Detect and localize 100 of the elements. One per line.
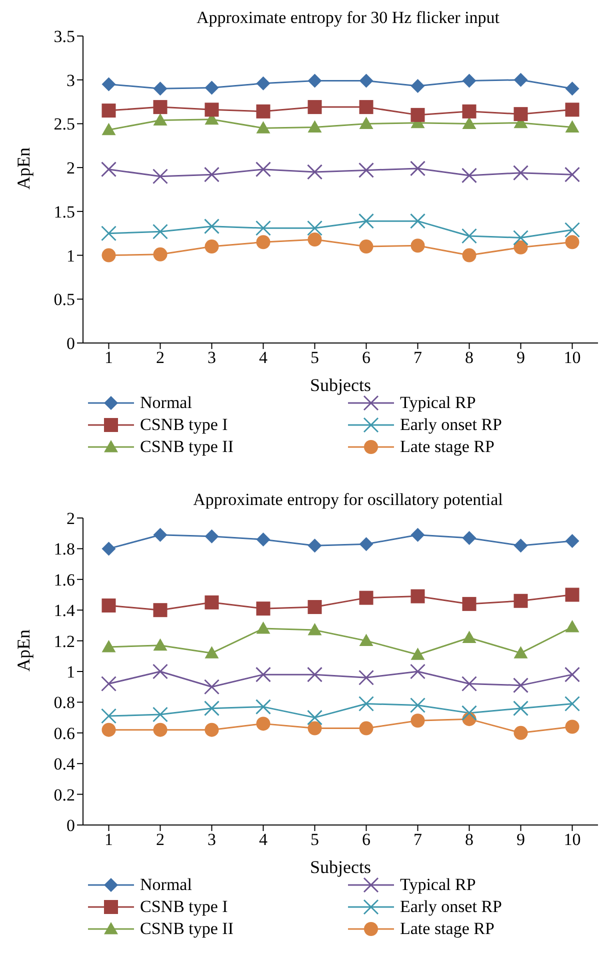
point bbox=[565, 82, 580, 96]
x-tick-label: 8 bbox=[465, 348, 474, 368]
point bbox=[410, 108, 425, 122]
point bbox=[308, 120, 322, 132]
point bbox=[101, 226, 116, 242]
point bbox=[410, 589, 425, 604]
point bbox=[308, 74, 322, 88]
x-tick-label: 4 bbox=[259, 830, 268, 850]
point bbox=[565, 620, 580, 632]
point bbox=[153, 247, 168, 262]
point bbox=[462, 168, 477, 184]
point bbox=[308, 623, 322, 636]
y-tick-label: 2.5 bbox=[54, 114, 75, 134]
x-tick-label: 9 bbox=[516, 348, 525, 368]
legend-label: Early onset RP bbox=[400, 897, 502, 917]
point bbox=[565, 588, 580, 602]
point bbox=[204, 80, 219, 95]
point bbox=[102, 77, 116, 92]
point bbox=[153, 82, 168, 96]
x-tick-label: 10 bbox=[564, 348, 581, 368]
y-tick-label: 0 bbox=[66, 334, 75, 354]
point bbox=[256, 602, 270, 616]
point bbox=[410, 664, 426, 680]
point bbox=[256, 220, 271, 236]
x-tick-label: 1 bbox=[104, 830, 113, 850]
point bbox=[204, 102, 219, 117]
point bbox=[204, 166, 220, 182]
x-tick-label: 8 bbox=[465, 830, 474, 850]
point bbox=[204, 240, 219, 254]
point bbox=[514, 72, 528, 87]
point bbox=[462, 116, 476, 129]
point bbox=[410, 714, 425, 728]
point bbox=[256, 666, 271, 682]
x-tick-label: 5 bbox=[310, 830, 319, 850]
point bbox=[565, 102, 580, 117]
x-tick-label: 7 bbox=[414, 348, 422, 368]
point bbox=[564, 222, 580, 238]
point bbox=[358, 670, 374, 686]
point bbox=[514, 240, 528, 254]
point bbox=[513, 678, 528, 694]
point bbox=[565, 720, 580, 734]
point bbox=[565, 120, 580, 132]
x-tick-label: 6 bbox=[362, 830, 370, 850]
point bbox=[152, 168, 168, 184]
y-tick-label: 2 bbox=[66, 509, 75, 528]
x-tick-label: 2 bbox=[156, 830, 164, 850]
x-axis-title: Subjects bbox=[310, 857, 371, 877]
x-tick-label: 4 bbox=[259, 348, 268, 368]
point bbox=[358, 213, 374, 229]
point bbox=[514, 538, 528, 553]
point bbox=[101, 162, 116, 178]
y-tick-label: 2 bbox=[66, 158, 75, 178]
y-axis-title: ApEn bbox=[13, 148, 34, 190]
point bbox=[462, 74, 476, 88]
point bbox=[256, 622, 270, 634]
point bbox=[462, 248, 476, 262]
x-tick-label: 1 bbox=[104, 348, 113, 368]
point bbox=[308, 100, 322, 114]
point bbox=[308, 232, 322, 246]
point bbox=[256, 235, 270, 250]
point bbox=[256, 162, 271, 178]
y-tick-label: 0.6 bbox=[54, 724, 75, 743]
point bbox=[102, 598, 116, 612]
y-tick-label: 3.5 bbox=[54, 27, 75, 46]
chart-title: Approximate entropy for oscillatory potential bbox=[192, 490, 504, 510]
point bbox=[152, 706, 168, 722]
y-tick-label: 0.4 bbox=[54, 754, 76, 774]
point bbox=[359, 240, 374, 254]
point bbox=[410, 160, 426, 176]
legend-label: CSNB type II bbox=[140, 437, 234, 457]
point bbox=[410, 78, 425, 93]
point bbox=[256, 76, 270, 90]
y-tick-label: 1.4 bbox=[54, 601, 76, 620]
y-tick-label: 1.5 bbox=[54, 202, 75, 222]
legend-label: Typical RP bbox=[400, 875, 476, 895]
point bbox=[462, 104, 476, 118]
legend-label: Early onset RP bbox=[400, 415, 502, 435]
point bbox=[564, 166, 580, 182]
point bbox=[204, 218, 220, 234]
point bbox=[564, 666, 580, 682]
point bbox=[204, 700, 220, 716]
point bbox=[565, 235, 580, 250]
point bbox=[308, 600, 322, 614]
point bbox=[564, 696, 580, 712]
point bbox=[462, 676, 477, 692]
y-tick-label: 1.8 bbox=[54, 540, 75, 559]
point bbox=[410, 698, 426, 714]
point bbox=[153, 113, 168, 126]
point bbox=[308, 538, 322, 553]
point bbox=[359, 116, 374, 129]
point bbox=[307, 710, 322, 726]
x-tick-label: 3 bbox=[208, 830, 216, 850]
point bbox=[102, 104, 116, 118]
point bbox=[410, 528, 425, 542]
y-tick-label: 1.2 bbox=[54, 632, 75, 651]
point bbox=[359, 74, 374, 88]
point bbox=[204, 722, 219, 737]
point bbox=[513, 700, 528, 716]
y-tick-label: 0.8 bbox=[54, 693, 75, 712]
y-tick-label: 0.5 bbox=[54, 290, 75, 310]
